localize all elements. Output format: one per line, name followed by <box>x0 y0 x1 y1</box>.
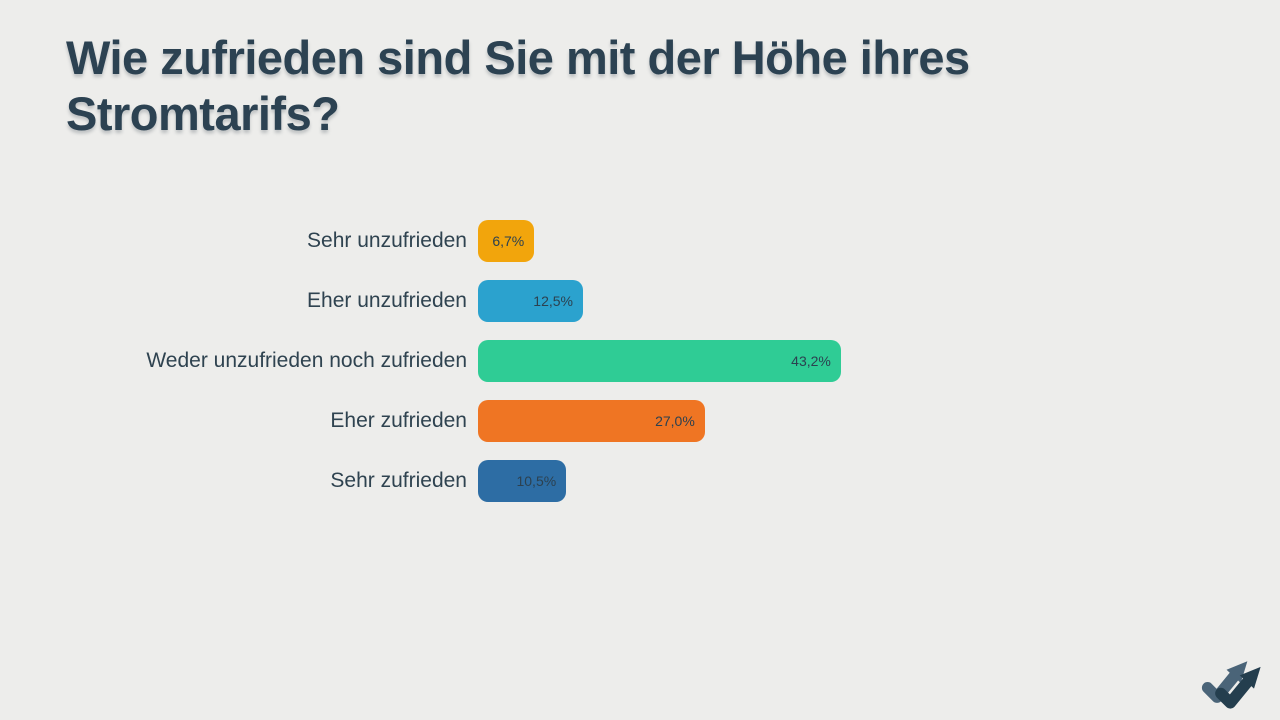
chart-row: Eher zufrieden 27,0% <box>0 400 1280 442</box>
bar: 10,5% <box>478 460 567 502</box>
category-label: Eher zufrieden <box>330 409 467 432</box>
chart-row: Eher unzufrieden 12,5% <box>0 280 1280 322</box>
category-label: Sehr zufrieden <box>330 469 467 492</box>
chart-row: Sehr unzufrieden 6,7% <box>0 220 1280 262</box>
bar-value-label: 6,7% <box>492 233 525 249</box>
bar-value-label: 10,5% <box>516 473 557 489</box>
category-label: Eher unzufrieden <box>307 289 467 312</box>
bar: 27,0% <box>478 400 705 442</box>
bar-value-label: 12,5% <box>533 293 573 309</box>
bar-value-label: 43,2% <box>791 353 831 369</box>
page-title: Wie zufrieden sind Sie mit der Höhe ihre… <box>66 31 970 140</box>
double-check-arrow-logo <box>1201 661 1261 709</box>
category-label: Sehr unzufrieden <box>307 229 467 252</box>
logo-front-check-arrow <box>1215 666 1261 709</box>
chart-row: Weder unzufrieden noch zufrieden 43,2% <box>0 340 1280 382</box>
bar: 6,7% <box>478 220 535 262</box>
bar: 12,5% <box>478 280 583 322</box>
bar: 43,2% <box>478 340 841 382</box>
bar-value-label: 27,0% <box>655 413 695 429</box>
bar-chart: Sehr unzufrieden 6,7% Eher unzufrieden 12,5… <box>0 220 1280 520</box>
chart-row: Sehr zufrieden 10,5% <box>0 460 1280 502</box>
category-label: Weder unzufrieden noch zufrieden <box>146 349 467 372</box>
